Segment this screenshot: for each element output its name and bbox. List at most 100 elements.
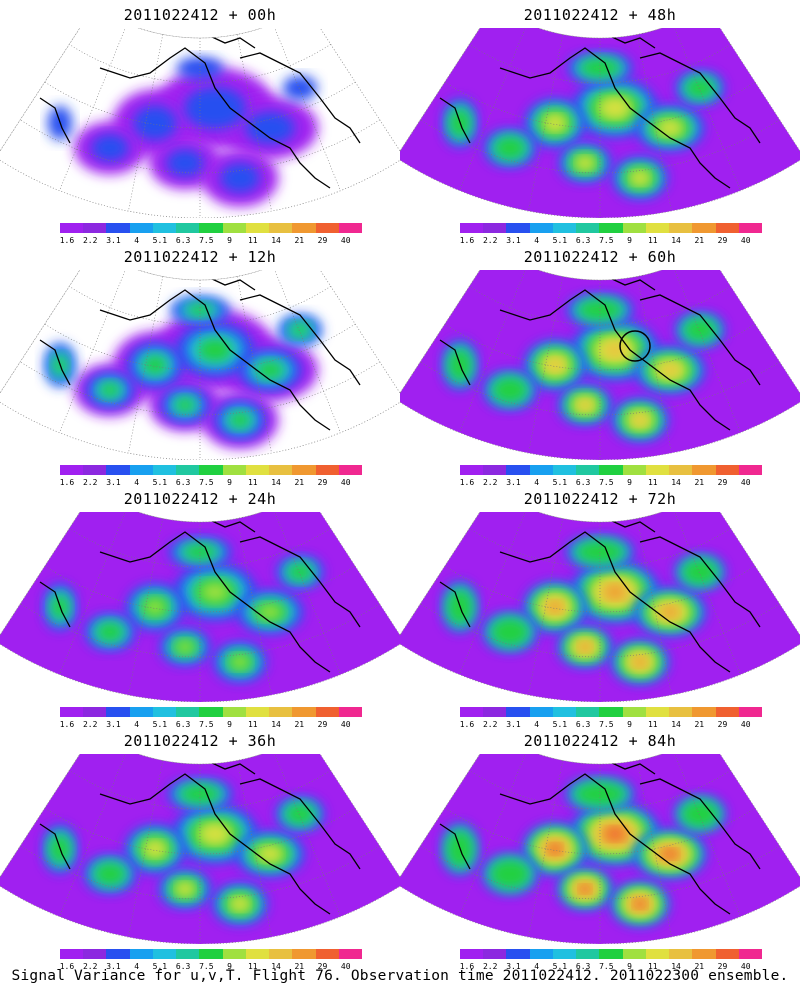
graticule [400,270,800,460]
colorbar-segment [622,465,646,475]
colorbar-segment [645,223,670,233]
colorbar-tick-label: 1.6 [59,962,75,971]
colorbar-tick-label: 2.2 [482,962,498,971]
colorbar-tick-label: 3.1 [106,236,121,245]
colorbar-segment [315,707,339,717]
colorbar-tick-label: 21 [694,236,705,245]
colorbar-tick-label: 5.1 [552,720,568,729]
colorbar [60,465,363,475]
colorbar-tick-label: 3.1 [506,236,521,245]
colorbar-tick-label: 3.1 [506,478,521,487]
colorbar-segment [738,465,763,475]
panel-title: 2011022412 + 60h [523,248,677,266]
colorbar-segment [460,465,484,475]
colorbar-labels: 1.6 2.2 3.1 4 5.1 6.3 7.5 9 11 14 21 29 40 [60,478,362,488]
colorbar-segment [106,707,130,717]
colorbar-segment [129,223,153,233]
colorbar-tick-label: 2.2 [82,720,98,729]
colorbar-segment [338,223,363,233]
colorbar-tick-label: 21 [694,720,705,729]
colorbar-segment [338,707,363,717]
colorbar-tick-label: 21 [294,236,305,245]
colorbar-labels: 1.6 2.2 3.1 4 5.1 6.3 7.5 9 11 14 21 29 40 [460,478,762,488]
colorbar-tick-label: 4 [534,962,540,971]
colorbar-tick-label: 2.2 [82,962,98,971]
colorbar-tick-label: 2.2 [482,720,498,729]
colorbar-segment [106,949,130,959]
colorbar-tick-label: 2.2 [82,478,98,487]
colorbar-segment [199,949,223,959]
colorbar-tick-label: 1.6 [459,962,475,971]
colorbar-labels: 1.6 2.2 3.1 4 5.1 6.3 7.5 9 11 14 21 29 40 [60,236,362,246]
colorbar-segment [269,465,293,475]
colorbar-segment [245,223,270,233]
colorbar-segment [576,949,600,959]
variance-field [0,28,400,218]
colorbar-labels: 1.6 2.2 3.1 4 5.1 6.3 7.5 9 11 14 21 29 40 [460,236,762,246]
variance-map [400,512,800,702]
colorbar-tick-label: 21 [694,478,705,487]
colorbar-tick-label: 29 [717,962,728,971]
colorbar-tick-label: 3.1 [106,478,121,487]
colorbar-segment [245,949,270,959]
colorbar-tick-label: 29 [317,236,328,245]
colorbar-tick-label: 40 [740,962,751,971]
colorbar-segment [529,465,553,475]
colorbar-segment [645,949,670,959]
colorbar-tick-label: 40 [340,962,351,971]
colorbar-segment [576,707,600,717]
colorbar-segment [460,949,484,959]
colorbar-segment [292,707,316,717]
colorbar-tick-label: 21 [294,478,305,487]
colorbar-segment [715,707,739,717]
colorbar-segment [269,707,293,717]
colorbar-tick-label: 4 [134,478,140,487]
colorbar-segment [292,949,316,959]
colorbar-segment [483,465,507,475]
colorbar-tick-label: 14 [671,720,681,729]
colorbar-tick-label: 21 [294,720,305,729]
colorbar-tick-label: 9 [627,236,632,245]
colorbar-tick-label: 7.5 [599,236,614,245]
coastline [439,519,761,673]
colorbar-tick-label: 9 [627,720,632,729]
colorbar-segment [506,949,530,959]
forecast-panel: 2011022412 + 72h 1.6 2.2 3.1 4 5.1 6.3 7.5 9 11 14… [400,484,800,729]
colorbar-segment [692,707,716,717]
colorbar-segment [269,223,293,233]
colorbar-tick-label: 5.1 [152,720,168,729]
colorbar-tick-label: 40 [340,720,351,729]
colorbar-segment [245,707,270,717]
colorbar-segment [60,707,84,717]
panel-title: 2011022412 + 72h [523,490,677,508]
colorbar-segment [529,949,553,959]
colorbar-tick-label: 6.3 [575,720,591,729]
colorbar-segment [106,223,130,233]
colorbar-tick-label: 1.6 [459,478,475,487]
colorbar-tick-label: 14 [271,478,281,487]
colorbar-segment [60,949,84,959]
colorbar-tick-label: 11 [647,478,658,487]
colorbar-tick-label: 5.1 [552,478,568,487]
colorbar-tick-label: 7.5 [599,478,614,487]
colorbar-segment [83,465,107,475]
colorbar-tick-label: 9 [227,236,232,245]
colorbar-segment [738,949,763,959]
colorbar-segment [552,223,577,233]
forecast-panel: 2011022412 + 60h 1.6 2.2 3.1 4 5.1 6.3 7.5 9 11 14… [400,242,800,487]
colorbar-segment [460,223,484,233]
colorbar-segment [576,465,600,475]
colorbar-segment [83,949,107,959]
colorbar-tick-label: 5.1 [152,962,168,971]
colorbar-segment [60,223,84,233]
colorbar-segment [715,465,739,475]
colorbar-tick-label: 7.5 [199,720,214,729]
colorbar-segment [315,949,339,959]
forecast-panel: 2011022412 + 24h 1.6 2.2 3.1 4 5.1 6.3 7.5 9 11 14… [0,484,400,729]
colorbar-segment [692,465,716,475]
colorbar-segment [645,707,670,717]
colorbar-tick-label: 40 [740,236,751,245]
colorbar-tick-label: 14 [271,236,281,245]
forecast-panel: 2011022412 + 48h 1.6 2.2 3.1 4 5.1 6.3 7.5 9 11 14… [400,0,800,245]
